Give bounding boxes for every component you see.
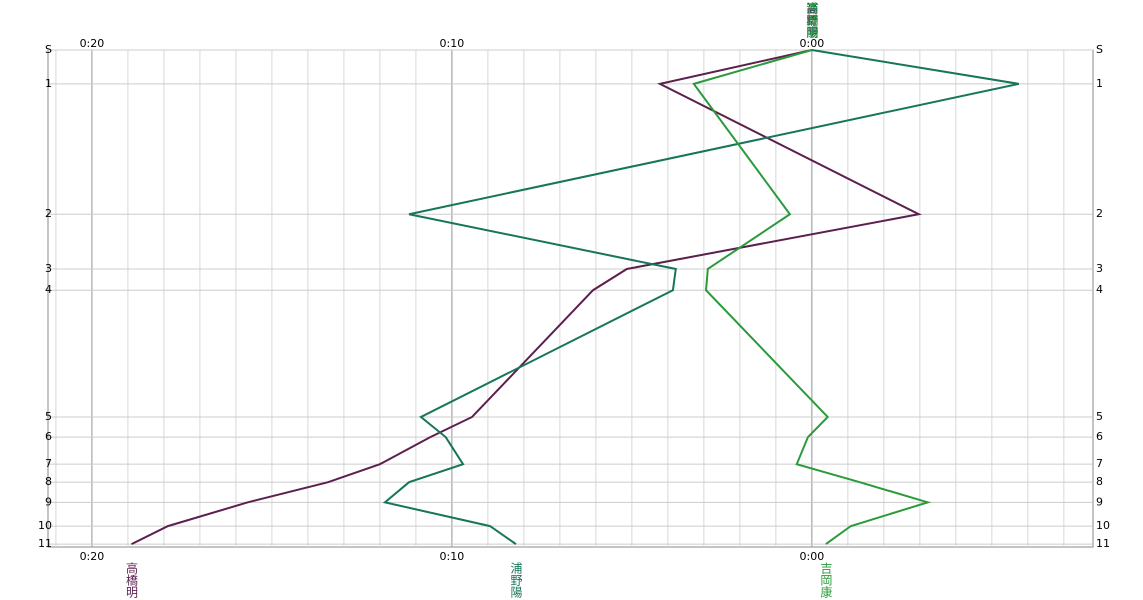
series-line	[692, 49, 932, 545]
y-tick-label-right: 1	[1096, 77, 1103, 90]
series-name-bottom: 高橋明	[125, 561, 139, 599]
x-tick-label-bottom: 0:10	[440, 550, 465, 563]
series-line	[382, 49, 1020, 545]
x-tick-label-top: 0:10	[440, 37, 465, 50]
series-name-bottom: 浦野陽	[509, 562, 523, 599]
x-tick-label-top: 0:00	[800, 37, 825, 50]
y-tick-label-left: 10	[38, 519, 52, 532]
x-tick-label-bottom: 0:20	[80, 550, 105, 563]
y-tick-label-left: 1	[45, 77, 52, 90]
y-tick-label-right: 2	[1096, 207, 1103, 220]
y-tick-label-left: 4	[45, 283, 52, 296]
y-tick-label-left: 8	[45, 475, 52, 488]
x-tick-label-bottom: 0:00	[800, 550, 825, 563]
series-name-top: 吉岡康	[805, 2, 819, 38]
series-line	[131, 49, 922, 546]
x-tick-label-top: 0:20	[80, 37, 105, 50]
y-tick-label-left: 2	[45, 207, 52, 220]
y-tick-label-right: 5	[1096, 410, 1103, 423]
y-tick-label-left: 9	[45, 495, 52, 508]
y-tick-label-right: 11	[1096, 537, 1110, 550]
y-tick-label-left: S	[45, 43, 52, 56]
series-name-top: 浦野陽	[805, 2, 819, 39]
y-tick-label-right: 3	[1096, 262, 1103, 275]
y-tick-label-left: 6	[45, 430, 52, 443]
y-tick-label-right: 6	[1096, 430, 1103, 443]
plot-frame	[47, 49, 1094, 548]
y-tick-label-left: 7	[45, 457, 52, 470]
y-tick-label-left: 5	[45, 410, 52, 423]
series-name-bottom: 吉岡康	[819, 562, 833, 598]
y-tick-label-right: S	[1096, 43, 1103, 56]
y-tick-label-left: 11	[38, 537, 52, 550]
series-name-top: 高橋明	[805, 1, 819, 39]
y-tick-label-right: 4	[1096, 283, 1103, 296]
y-tick-label-right: 10	[1096, 519, 1110, 532]
y-tick-label-right: 8	[1096, 475, 1103, 488]
y-tick-label-left: 3	[45, 262, 52, 275]
y-tick-label-right: 9	[1096, 495, 1103, 508]
y-tick-label-right: 7	[1096, 457, 1103, 470]
